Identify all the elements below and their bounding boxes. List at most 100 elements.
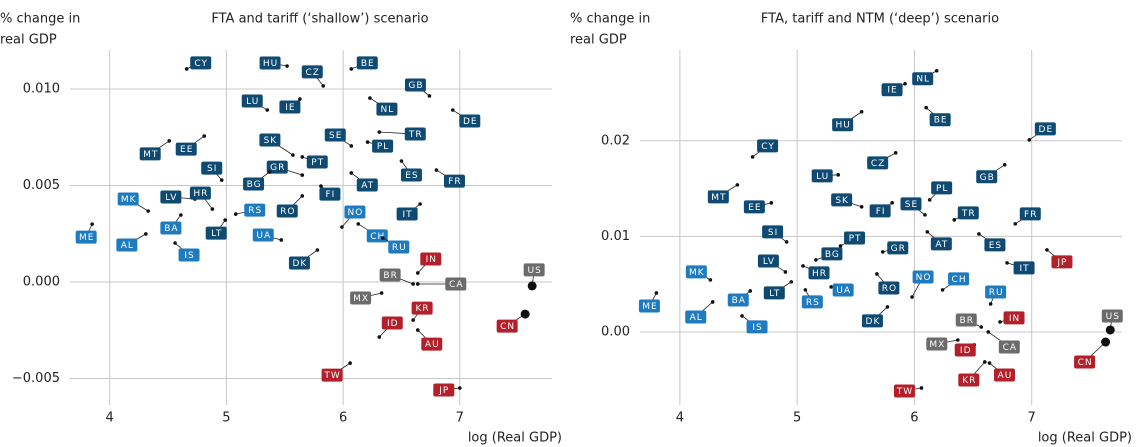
point-label: GR <box>270 163 285 173</box>
label-box <box>75 230 97 244</box>
x-tick-label: 4 <box>676 411 684 426</box>
point <box>927 198 932 202</box>
label-box <box>861 314 883 328</box>
point-label: ES <box>405 171 418 181</box>
label-box <box>433 383 455 397</box>
point <box>1045 248 1049 252</box>
label-box <box>1074 355 1096 369</box>
label-box <box>279 100 301 114</box>
label-box <box>931 181 953 195</box>
label-box <box>985 285 1007 299</box>
label-box <box>259 56 281 70</box>
label-box <box>178 248 200 262</box>
point-label: HR <box>812 269 827 279</box>
point <box>654 291 659 295</box>
x-tick-label: 7 <box>1028 411 1036 426</box>
label-box <box>259 133 281 147</box>
point-label: RU <box>392 243 407 253</box>
point-label: PL <box>377 142 389 152</box>
label-box <box>685 265 707 279</box>
point-label: SE <box>329 131 342 141</box>
label-box <box>707 190 729 204</box>
point-label: US <box>1106 312 1120 322</box>
label-box <box>321 368 343 382</box>
point-label: AU <box>998 371 1013 381</box>
label-box <box>993 368 1015 382</box>
label-box <box>929 113 951 127</box>
label-box <box>306 155 328 169</box>
label-box <box>763 286 785 300</box>
point <box>173 241 177 245</box>
point <box>750 155 755 159</box>
label-box <box>139 147 161 161</box>
point-label: MT <box>711 193 726 203</box>
point <box>919 386 924 390</box>
point <box>748 289 753 293</box>
point-label: CA <box>449 280 463 290</box>
point <box>298 97 302 101</box>
point-label: UA <box>256 231 271 241</box>
label-box <box>743 200 765 214</box>
point-label: AT <box>361 181 374 191</box>
label-box <box>821 247 843 261</box>
label-box <box>356 178 378 192</box>
point <box>982 360 987 364</box>
label-box <box>887 241 909 255</box>
point <box>90 222 94 226</box>
point-label: IS <box>184 251 194 261</box>
label-box <box>831 193 853 207</box>
point-label: FI <box>876 207 886 217</box>
point-label: BR <box>960 316 974 326</box>
point-label: CN <box>500 322 515 332</box>
label-box <box>388 240 410 254</box>
label-box <box>638 299 660 313</box>
point <box>988 302 993 306</box>
point-label: TW <box>323 371 340 381</box>
label-box <box>116 238 138 252</box>
point-label: JP <box>438 386 449 396</box>
x-tick-label: 6 <box>339 411 347 426</box>
chart-title: FTA, tariff and NTM (‘deep’) scenario <box>761 12 999 27</box>
point-label: MT <box>143 150 158 160</box>
label-box <box>376 102 398 116</box>
point <box>450 108 455 112</box>
label-box <box>912 270 934 284</box>
label-box <box>948 272 970 286</box>
point-label: KR <box>416 304 430 314</box>
label-box <box>998 340 1020 354</box>
label-box <box>496 319 518 333</box>
point-label: RU <box>989 288 1004 298</box>
label-box <box>241 94 263 108</box>
point-label: CH <box>370 232 385 242</box>
point-label: BR <box>383 271 397 281</box>
point <box>1105 325 1115 335</box>
point <box>838 244 843 248</box>
label-box <box>955 313 977 327</box>
label-box <box>350 291 372 305</box>
label-box <box>396 207 418 221</box>
label-box <box>276 204 298 218</box>
point-label: MX <box>353 294 369 304</box>
point-label: CH <box>952 275 967 285</box>
label-box <box>900 197 922 211</box>
point <box>315 248 320 252</box>
point-label: MK <box>689 268 705 278</box>
label-box <box>400 168 422 182</box>
point <box>814 258 818 262</box>
point <box>1027 138 1032 142</box>
label-box <box>252 228 274 242</box>
point <box>380 236 385 240</box>
point <box>427 94 432 98</box>
point-label: DE <box>463 117 478 127</box>
label-box <box>757 254 779 268</box>
point <box>340 225 344 229</box>
point <box>829 285 833 289</box>
point-label: IN <box>1009 314 1020 324</box>
point <box>923 213 927 217</box>
point <box>349 67 354 71</box>
y-tick-label: 0.010 <box>23 81 60 96</box>
point <box>890 201 894 205</box>
point-label: BG <box>247 180 262 190</box>
label-box <box>954 343 976 357</box>
point-label: FR <box>1024 210 1037 220</box>
